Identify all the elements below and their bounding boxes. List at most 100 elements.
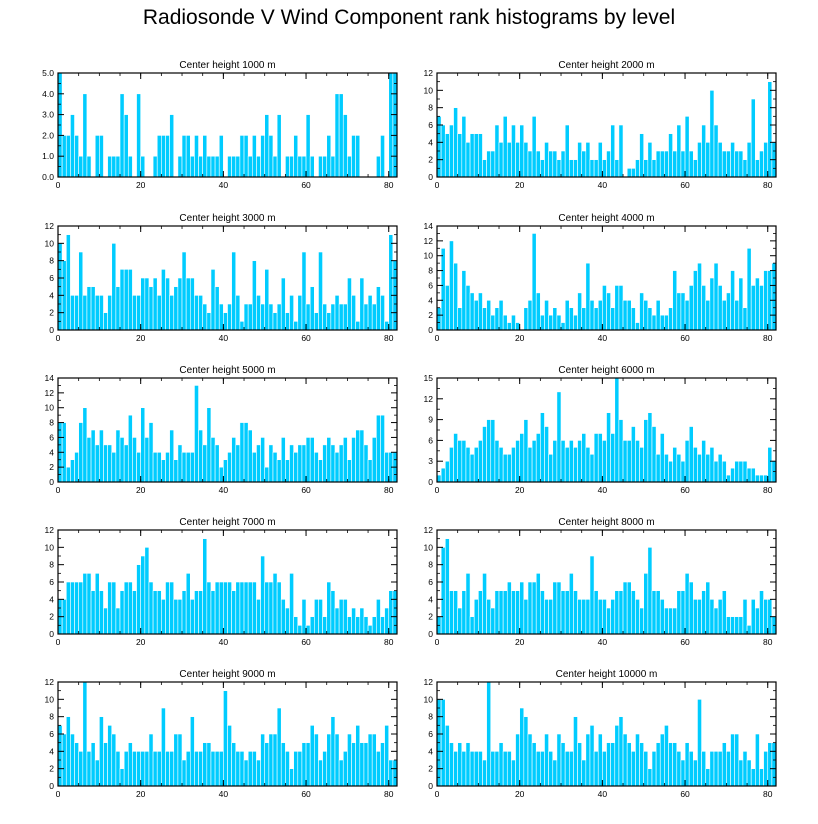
histogram-bar <box>688 285 694 331</box>
histogram-bar <box>676 292 682 331</box>
x-tick-label: 80 <box>763 180 773 190</box>
histogram-bar <box>380 742 385 787</box>
histogram-bar <box>367 295 373 331</box>
histogram-bar <box>664 607 669 635</box>
histogram-bar <box>742 599 748 635</box>
y-tick-label: 12 <box>45 525 55 535</box>
panel-title: Center height 4000 m <box>558 213 654 224</box>
histogram-bar <box>239 581 245 635</box>
histogram-bar <box>713 460 719 483</box>
histogram-bar <box>272 312 278 331</box>
histogram-bar <box>531 116 537 178</box>
histogram-bar <box>469 292 475 331</box>
histogram-bar <box>140 555 146 635</box>
histogram-bar <box>202 742 208 787</box>
histogram-bar <box>285 607 290 635</box>
histogram-bar <box>693 759 698 787</box>
histogram-bar <box>285 312 290 331</box>
histogram-bar <box>82 681 88 787</box>
histogram-bar <box>161 269 166 331</box>
histogram-bar <box>759 150 764 178</box>
histogram-bar <box>453 107 458 178</box>
y-tick-label: 4 <box>428 746 433 756</box>
histogram-bar <box>177 277 183 331</box>
histogram-bar <box>272 451 278 483</box>
histogram-bar <box>577 292 582 331</box>
histogram-bar <box>635 159 640 178</box>
histogram-bar <box>730 270 735 331</box>
histogram-bar <box>194 590 199 635</box>
histogram-bar <box>701 751 707 787</box>
histogram-bar <box>759 285 764 331</box>
y-tick-label: 12 <box>424 525 434 535</box>
histogram-bar <box>531 440 537 483</box>
histogram-bar <box>318 155 323 178</box>
histogram-bar <box>676 751 682 787</box>
histogram-bar <box>519 433 525 483</box>
histogram-bar <box>181 251 187 331</box>
histogram-bar <box>581 433 587 483</box>
histogram-bar <box>734 460 740 483</box>
histogram-bar <box>606 742 611 787</box>
histogram-bar <box>444 460 450 483</box>
histogram-bar <box>289 573 294 635</box>
histogram-bar <box>523 307 529 331</box>
histogram-bar <box>490 314 496 331</box>
histogram-bar <box>111 155 117 178</box>
histogram-bar <box>457 440 463 483</box>
histogram-bar <box>305 303 311 331</box>
histogram-bar <box>597 733 603 787</box>
histogram-bar <box>297 751 303 787</box>
histogram-bar <box>322 155 328 178</box>
histogram-bar <box>734 150 740 178</box>
panel-1: Center height 1000 m 0 20 40 60 80 0.0 1.0 2.0 3.… <box>42 60 398 190</box>
histogram-bar <box>568 440 574 483</box>
histogram-bar <box>494 590 500 635</box>
histogram-bar <box>342 303 348 331</box>
panel-6: Center height 6000 m 0 20 40 60 80 0 3 6 9 12 15 <box>424 365 777 495</box>
x-tick-label: 20 <box>515 789 525 799</box>
histogram-bar <box>449 240 454 331</box>
histogram-bar <box>247 581 253 635</box>
histogram-bar <box>239 321 245 331</box>
histogram-bar <box>478 590 483 635</box>
histogram-bar <box>589 555 595 635</box>
histogram-bar <box>367 625 373 635</box>
y-tick-label: 1.0 <box>42 151 54 161</box>
histogram-bar <box>189 277 195 331</box>
histogram-bar <box>169 581 175 635</box>
y-tick-label: 4.0 <box>42 89 54 99</box>
histogram-bar <box>635 599 640 635</box>
histogram-bar <box>351 742 356 787</box>
x-tick-label: 20 <box>136 485 146 495</box>
panel-title: Center height 10000 m <box>556 669 658 680</box>
histogram-bar <box>330 716 336 787</box>
histogram-bar <box>342 751 348 787</box>
histogram-bar <box>65 466 71 483</box>
histogram-bar <box>697 699 702 787</box>
histogram-bar <box>544 142 549 178</box>
histogram-bar <box>330 303 336 331</box>
histogram-bar <box>602 159 607 178</box>
histogram-bar <box>173 286 179 331</box>
histogram-bar <box>256 599 261 635</box>
histogram-bar <box>351 607 356 635</box>
histogram-bar <box>684 440 690 483</box>
histogram-bar <box>622 440 628 483</box>
histogram-bar <box>655 590 661 635</box>
histogram-bar <box>709 90 715 178</box>
y-tick-label: 0 <box>428 781 433 791</box>
y-tick-label: 0 <box>428 325 433 335</box>
histogram-bar <box>717 599 723 635</box>
histogram-bar <box>218 135 224 178</box>
histogram-bar <box>540 159 545 178</box>
histogram-bar <box>231 437 237 483</box>
histogram-bar <box>289 155 294 178</box>
histogram-bar <box>74 451 79 483</box>
histogram-bar <box>293 451 299 483</box>
histogram-bar <box>721 299 727 331</box>
histogram-bar <box>506 453 512 483</box>
histogram-bar <box>90 429 96 483</box>
histogram-bar <box>490 419 496 483</box>
x-tick-label: 60 <box>301 637 311 647</box>
